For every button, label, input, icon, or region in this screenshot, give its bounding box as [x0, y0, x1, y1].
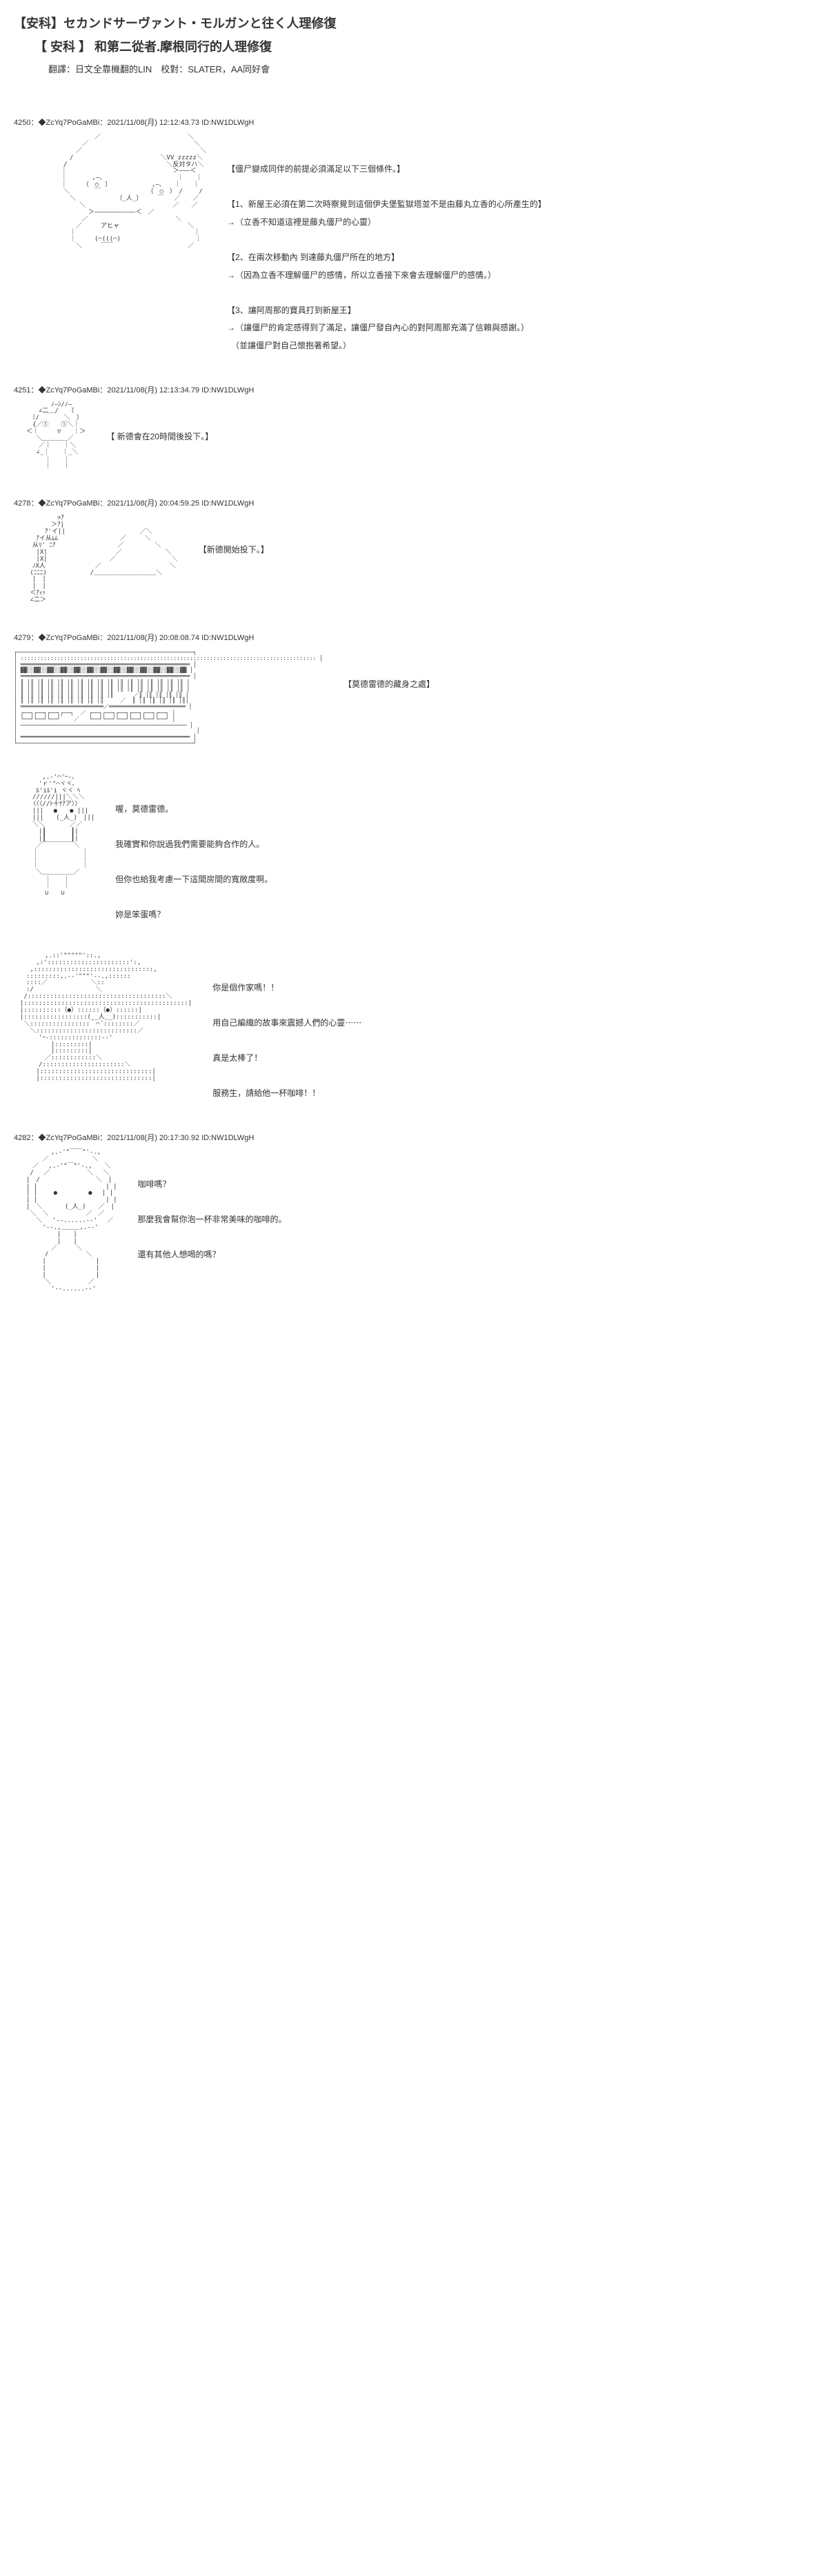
post-body: >ｱ ＞ｱ| ｱ'イ|| ／＼ ｱイ从ﾑﾑ ／ ＼ 从ﾘ' ﾆｱ ／ ＼ |X|…: [14, 515, 802, 604]
text-line: [138, 1195, 287, 1210]
text-line: 用自己編織的故事來震撼人們的心靈⋯⋯: [212, 1016, 361, 1031]
text-line: 【新德開始投下。】: [199, 543, 269, 558]
post-1: 4251：◆ZcYq7PoGaMBi：2021/11/08(月) 12:13:3…: [14, 384, 802, 470]
ascii-art: ／ ＼ ／ ＼ ／ ＼ / ＼VV zzzzz＼ / ＼反対タハ＼ ｜ ＞―――…: [14, 134, 206, 250]
post-4: ,.-'⌒'ｰ-、 'ｒ'"⌒ヾヾ､ ﾙ'iﾙ'i ヾヾ ﾍ //////|||…: [14, 775, 802, 926]
post-text: 咖啡嗎？ 那麼我會幫你泡一杯非常美味的咖啡的。 還有其他人想喝的嗎？: [138, 1150, 287, 1266]
text-line: [115, 890, 272, 906]
text-line: 【3、讓阿周那的寶具打到新屋王】: [227, 303, 546, 319]
text-line: 【僵尸變成同伴的前提必須滿足以下三個條件。】: [227, 162, 546, 177]
text-line: →（因為立香不理解僵尸的感情，所以立香接下來會去理解僵尸的感情。）: [227, 268, 546, 283]
text-line: [212, 1069, 361, 1084]
ascii-art: ,.-'⌒'ｰ-、 'ｒ'"⌒ヾヾ､ ﾙ'iﾙ'i ヾヾ ﾍ //////|||…: [14, 775, 94, 897]
text-line: [227, 232, 546, 248]
post-header: 4278：◆ZcYq7PoGaMBi：2021/11/08(月) 20:04:5…: [14, 497, 802, 508]
text-line: 那麼我會幫你泡一杯非常美味的咖啡的。: [138, 1212, 287, 1228]
title-jp: 【安科】セカンドサーヴァント・モルガンと往く人理修復: [14, 14, 802, 32]
post-header: 4279：◆ZcYq7PoGaMBi：2021/11/08(月) 20:08:0…: [14, 632, 802, 643]
post-header: 4250：◆ZcYq7PoGaMBi：2021/11/08(月) 12:12:4…: [14, 117, 802, 128]
text-line: [115, 819, 272, 835]
post-text: 【 新德會在20時間後投下。】: [106, 402, 213, 448]
post-body: ,.-'"￣￣"'-., ／ ＼ ／ ,.-'"￣"'-., ＼ / ／ ＼ ＼…: [14, 1150, 802, 1293]
post-header: 4251：◆ZcYq7PoGaMBi：2021/11/08(月) 12:13:3…: [14, 384, 802, 395]
post-text: 喔，莫德雷德。 我確實和你說過我們需要能夠合作的人。 但你也給我考慮一下這間房間…: [115, 775, 272, 926]
post-2: 4278：◆ZcYq7PoGaMBi：2021/11/08(月) 20:04:5…: [14, 497, 802, 604]
text-line: [227, 286, 546, 301]
post-body: ﾉ―ｼ/ﾉ― ∠二＿/ （ ﾐ/ ＼ ） {／① ①＼｜ ＜｜ ▽ ｜＞ ＼＿＿…: [14, 402, 802, 470]
post-6: 4282：◆ZcYq7PoGaMBi：2021/11/08(月) 20:17:3…: [14, 1132, 802, 1293]
post-3: 4279：◆ZcYq7PoGaMBi：2021/11/08(月) 20:08:0…: [14, 632, 802, 747]
text-line: 你是個作家嗎！！: [212, 981, 361, 996]
text-line: [227, 180, 546, 195]
post-body: ,.::'"""""'::., ,:':::::::::::::::::::::…: [14, 953, 802, 1104]
ascii-art: ┌───────────────────────────────────────…: [14, 650, 323, 747]
credits: 翻譯：日文全靠機翻的LIN 校對：SLATER，AA同好會: [48, 62, 802, 75]
post-header: 4282：◆ZcYq7PoGaMBi：2021/11/08(月) 20:17:3…: [14, 1132, 802, 1143]
text-line: 真是太棒了！: [212, 1051, 361, 1066]
text-line: →（讓僵尸的肯定感得到了滿足，讓僵尸發自內心的對阿周那充滿了信賴與感謝。）: [227, 321, 546, 336]
post-text: 【新德開始投下。】: [199, 515, 269, 561]
post-0: 4250：◆ZcYq7PoGaMBi：2021/11/08(月) 12:12:4…: [14, 117, 802, 357]
post-body: ,.-'⌒'ｰ-、 'ｒ'"⌒ヾヾ､ ﾙ'iﾙ'i ヾヾ ﾍ //////|||…: [14, 775, 802, 926]
text-line: [212, 1034, 361, 1049]
text-line: 服務生，請給他一杯咖啡！！: [212, 1086, 361, 1101]
text-line: 妳是笨蛋嗎？: [115, 908, 272, 923]
post-body: ／ ＼ ／ ＼ ／ ＼ / ＼VV zzzzz＼ / ＼反対タハ＼ ｜ ＞―――…: [14, 134, 802, 357]
post-text: 你是個作家嗎！！ 用自己編織的故事來震撼人們的心靈⋯⋯ 真是太棒了！ 服務生，請…: [212, 953, 361, 1104]
ascii-art: ,.-'"￣￣"'-., ／ ＼ ／ ,.-'"￣"'-., ＼ / ／ ＼ ＼…: [14, 1150, 117, 1293]
ascii-art: >ｱ ＞ｱ| ｱ'イ|| ／＼ ｱイ从ﾑﾑ ／ ＼ 从ﾘ' ﾆｱ ／ ＼ |X|…: [14, 515, 178, 604]
text-line: [138, 1230, 287, 1246]
post-text: 【僵尸變成同伴的前提必須滿足以下三個條件。】 【1、新屋王必須在第二次時察覺到這…: [227, 134, 546, 357]
text-line: [212, 999, 361, 1014]
text-line: →（立香不知道這裡是藤丸僵尸的心靈）: [227, 215, 546, 230]
text-line: 【1、新屋王必須在第二次時察覺到這個伊夫堡監獄塔並不是由藤丸立香的心所產生的】: [227, 197, 546, 212]
post-body: ┌───────────────────────────────────────…: [14, 650, 802, 747]
title-cn: 【 安科 】 和第二從者.摩根同行的人理修復: [34, 37, 802, 55]
text-line: 【2、在兩次移動內 到達藤丸僵尸所在的地方】: [227, 250, 546, 266]
text-line: 我確實和你說過我們需要能夠合作的人。: [115, 837, 272, 852]
text-line: 【 新德會在20時間後投下。】: [106, 430, 213, 445]
text-line: 【莫德雷德的藏身之處】: [344, 677, 435, 692]
text-line: 但你也給我考慮一下這間房間的寬敞度啊。: [115, 872, 272, 888]
text-line: （並讓僵尸對自己懷抱著希望。）: [227, 339, 546, 354]
post-text: 【莫德雷德的藏身之處】: [344, 650, 435, 695]
text-line: [115, 855, 272, 870]
ascii-art: ,.::'"""""'::., ,:':::::::::::::::::::::…: [14, 953, 192, 1083]
text-line: 咖啡嗎？: [138, 1177, 287, 1192]
text-line: 還有其他人想喝的嗎？: [138, 1248, 287, 1263]
ascii-art: ﾉ―ｼ/ﾉ― ∠二＿/ （ ﾐ/ ＼ ） {／① ①＼｜ ＜｜ ▽ ｜＞ ＼＿＿…: [14, 402, 86, 470]
post-5: ,.::'"""""'::., ,:':::::::::::::::::::::…: [14, 953, 802, 1104]
text-line: 喔，莫德雷德。: [115, 802, 272, 817]
